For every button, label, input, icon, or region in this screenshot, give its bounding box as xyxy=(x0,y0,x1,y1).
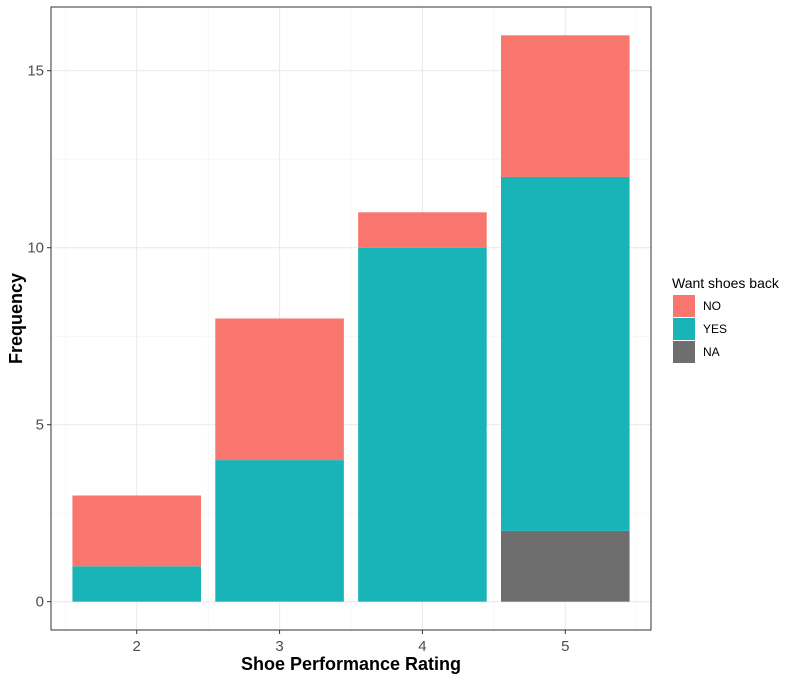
bar-3-yes xyxy=(215,460,344,602)
bar-4-no xyxy=(358,212,487,248)
bar-5-no xyxy=(501,35,630,177)
legend-key-na xyxy=(673,341,695,363)
bars xyxy=(72,35,630,602)
x-axis-ticks: 2 3 4 5 xyxy=(133,630,569,655)
x-tick-label: 3 xyxy=(275,638,283,655)
legend: Want shoes back NO YES NA xyxy=(672,275,780,363)
y-tick-label: 0 xyxy=(36,594,44,611)
minor-gridlines xyxy=(51,7,651,630)
plot-panel-border xyxy=(50,6,652,631)
y-tick-label: 5 xyxy=(36,417,44,434)
x-tick-label: 5 xyxy=(561,638,569,655)
y-tick-label: 10 xyxy=(27,240,44,257)
bar-5-na xyxy=(501,530,630,602)
legend-label-yes: YES xyxy=(703,322,727,336)
x-tick-label: 4 xyxy=(418,638,426,655)
bar-5-yes xyxy=(501,176,630,531)
legend-title: Want shoes back xyxy=(672,275,780,291)
y-axis-ticks: 0 5 10 15 xyxy=(27,63,51,611)
bar-3-no xyxy=(215,318,344,461)
bar-4-yes xyxy=(358,247,487,602)
bar-2-yes xyxy=(72,566,201,602)
legend-key-yes xyxy=(673,318,695,340)
bar-2-no xyxy=(72,495,201,567)
legend-key-no xyxy=(673,295,695,317)
x-tick-label: 2 xyxy=(133,638,141,655)
legend-label-no: NO xyxy=(703,299,721,313)
y-tick-label: 15 xyxy=(27,63,44,80)
x-axis-title: Shoe Performance Rating xyxy=(241,654,461,674)
y-axis-title: Frequency xyxy=(6,273,26,364)
legend-label-na: NA xyxy=(703,345,720,359)
